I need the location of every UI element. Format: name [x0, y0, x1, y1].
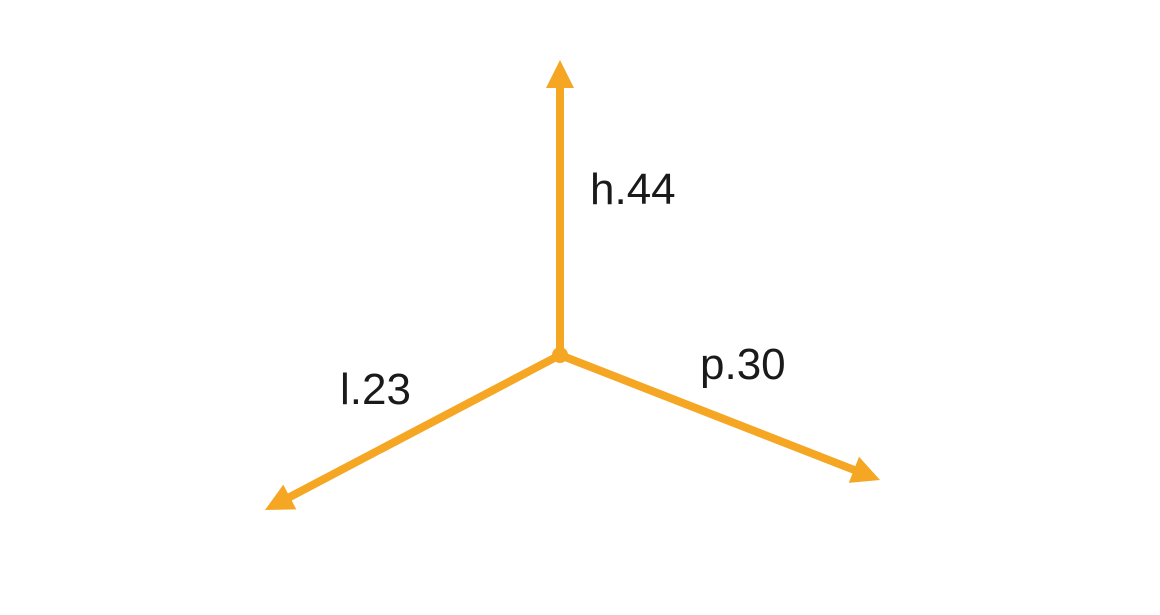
axis-label-depth: p.30: [700, 340, 786, 390]
axis-label-length: l.23: [340, 365, 411, 415]
origin-point: [552, 347, 568, 363]
axis-line-length: [288, 355, 560, 498]
axis-label-height: h.44: [590, 165, 676, 215]
dimension-axes-diagram: h.44 l.23 p.30: [0, 0, 1160, 610]
axes-svg: [0, 0, 1160, 610]
arrowhead-icon: [546, 60, 574, 88]
